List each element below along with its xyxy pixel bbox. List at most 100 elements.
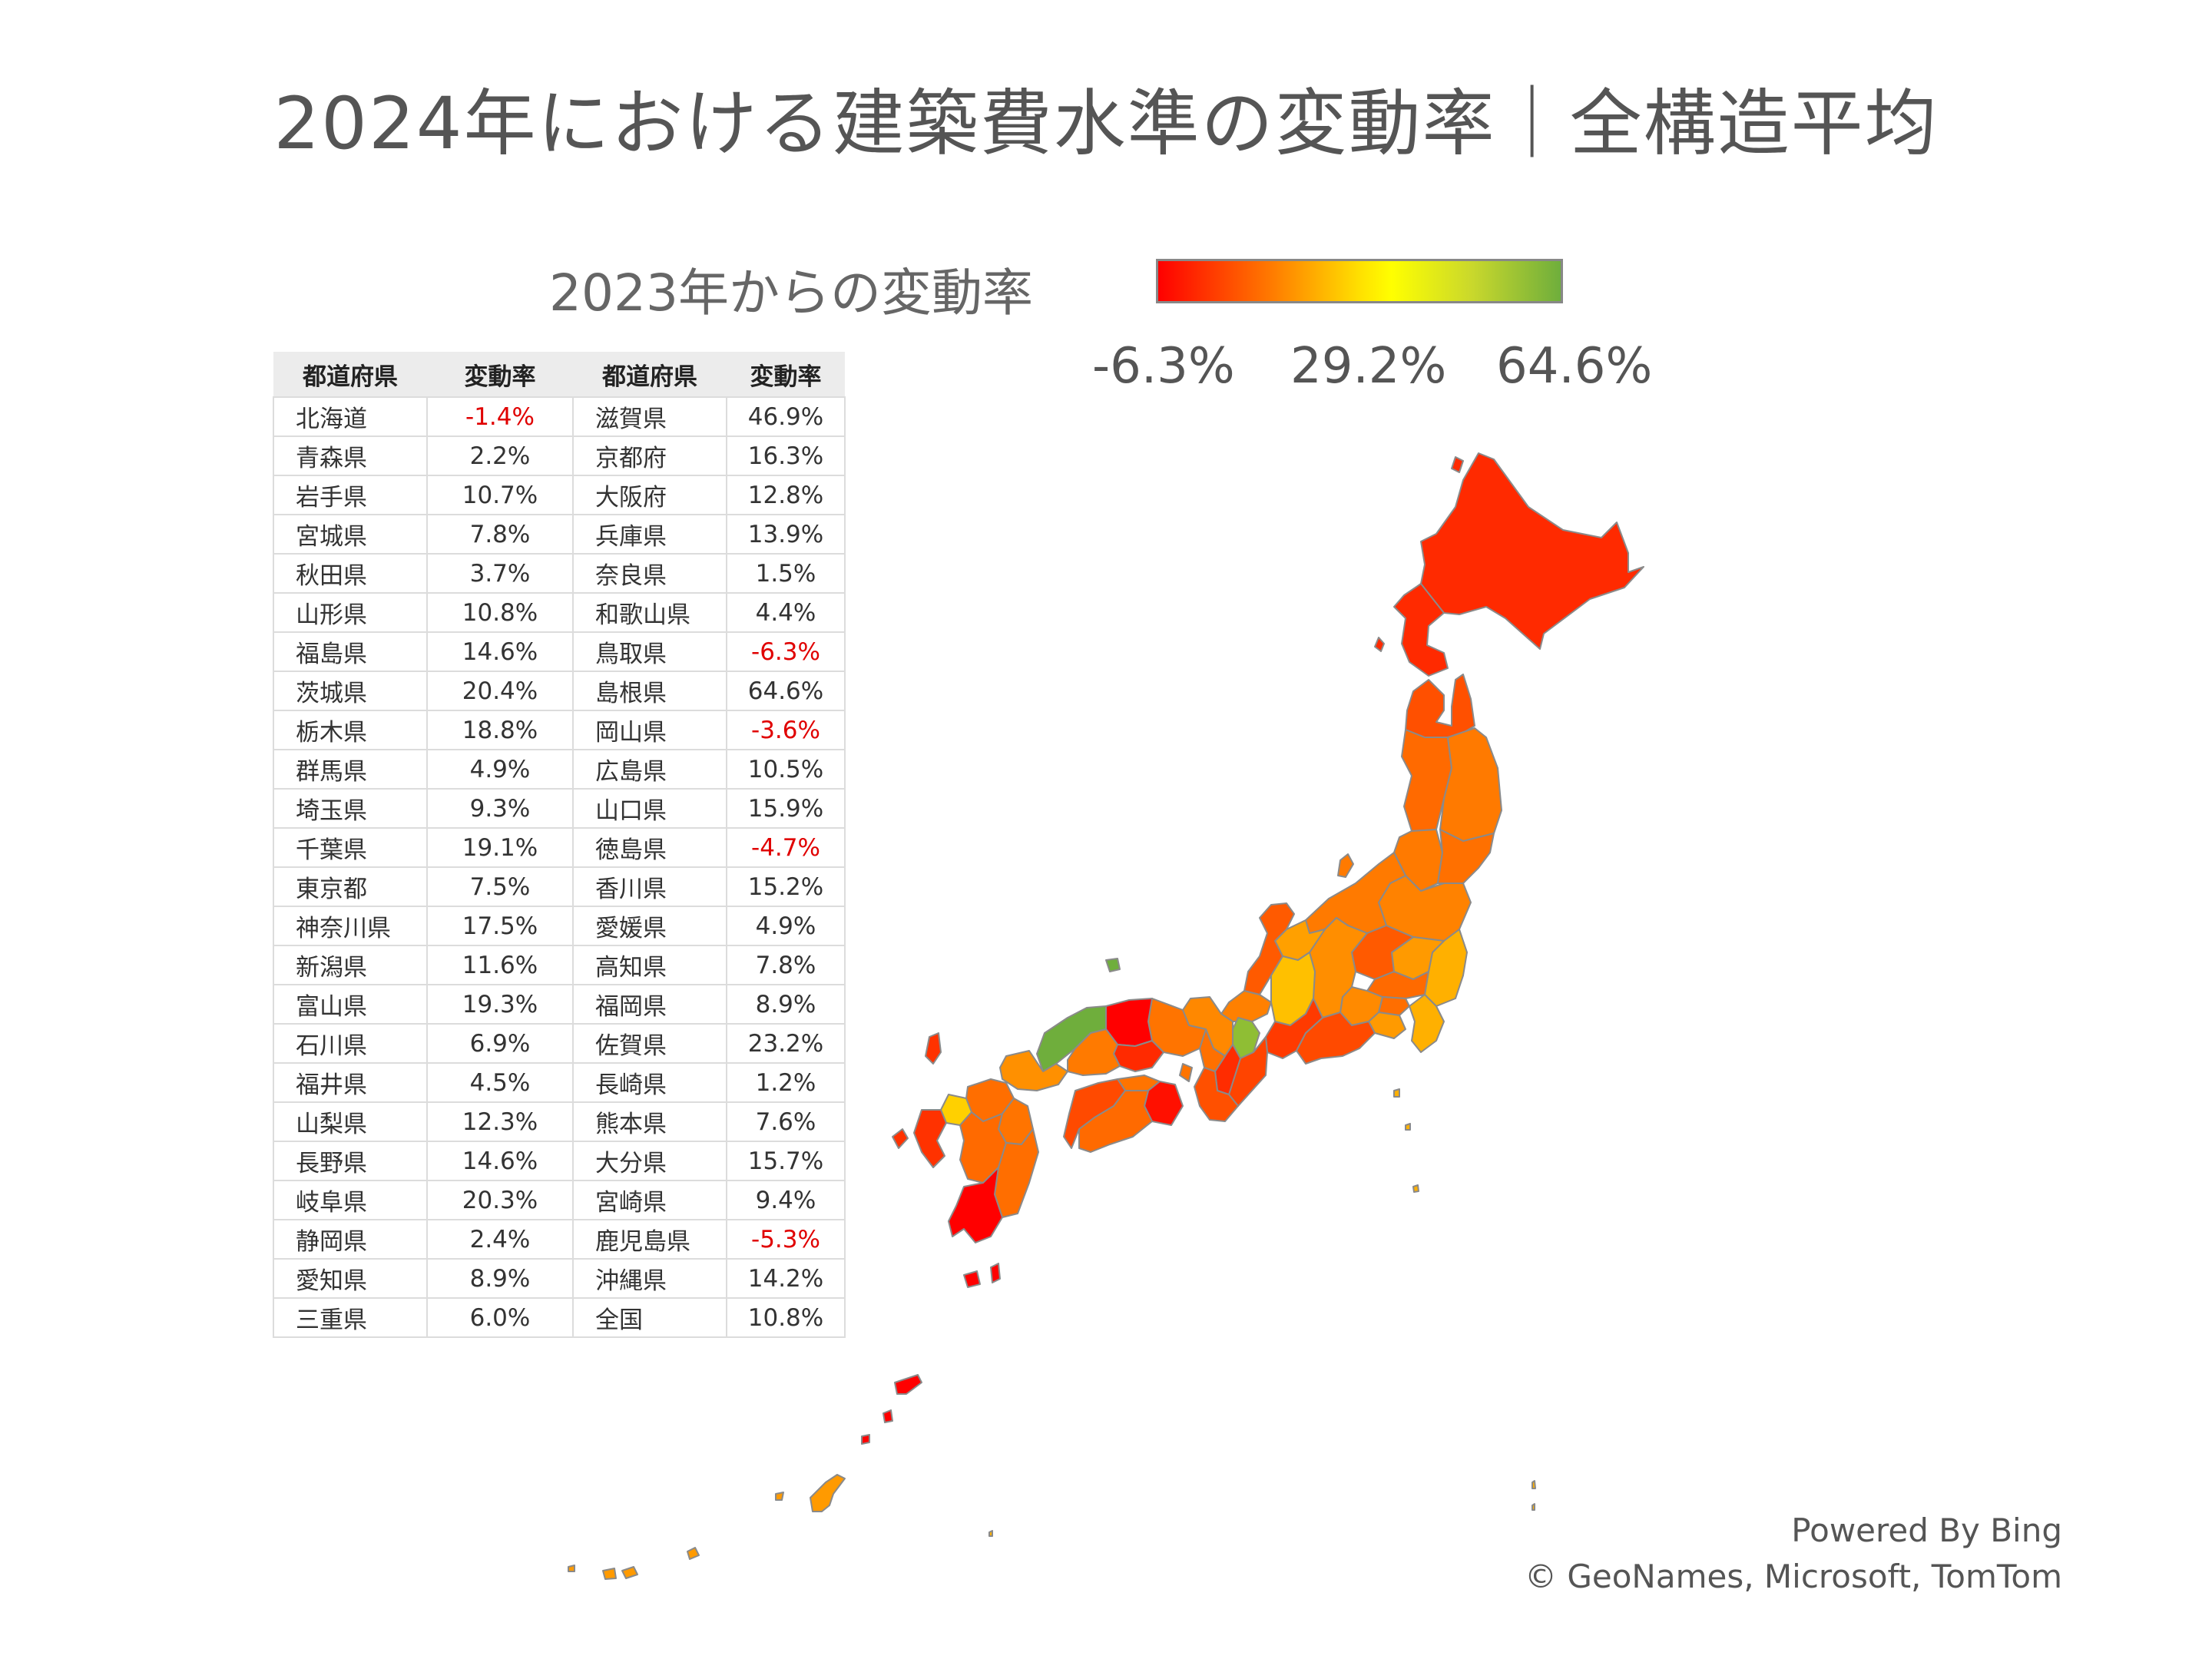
table-row: 福島県 14.6% 鳥取県 -6.3% <box>273 631 846 672</box>
island-amami <box>894 1374 922 1395</box>
region-iwate <box>1439 727 1502 842</box>
rate-value: 10.5% <box>726 749 846 790</box>
prefecture-name: 栃木県 <box>273 710 428 750</box>
region-miyagi <box>1437 829 1495 884</box>
rate-value: 2.2% <box>426 435 574 476</box>
rate-value: 20.3% <box>426 1180 574 1220</box>
region-kochi <box>1078 1090 1153 1153</box>
table-row: 岩手県 10.7% 大阪府 12.8% <box>273 475 846 515</box>
table-row: 青森県 2.2% 京都府 16.3% <box>273 435 846 476</box>
rate-value: 46.9% <box>726 396 846 437</box>
island-tsushima <box>925 1032 942 1065</box>
legend-label: 2023年からの変動率 <box>549 263 1033 323</box>
rate-value: 12.8% <box>726 475 846 515</box>
rate-value: 4.9% <box>726 906 846 946</box>
legend-max-value: 64.6% <box>1496 338 1653 395</box>
prefecture-name: 兵庫県 <box>572 514 727 555</box>
table-row: 富山県 19.3% 福岡県 8.9% <box>273 984 846 1025</box>
prefecture-name: 大分県 <box>572 1141 727 1181</box>
prefecture-name: 山口県 <box>572 788 727 829</box>
rate-value: 1.5% <box>726 553 846 594</box>
prefecture-name: 長野県 <box>273 1141 428 1181</box>
rate-value: -1.4% <box>426 396 574 437</box>
prefecture-name: 群馬県 <box>273 749 428 790</box>
prefecture-table: 都道府県 変動率 都道府県 変動率 北海道 -1.4% 滋賀県 46.9% 青森県 2.2… <box>273 352 846 1338</box>
prefecture-name: 静岡県 <box>273 1219 428 1260</box>
rate-value: 13.9% <box>726 514 846 555</box>
prefecture-name: 島根県 <box>572 671 727 711</box>
island-tanegashima <box>990 1263 1001 1283</box>
table-row: 宮城県 7.8% 兵庫県 13.9% <box>273 514 846 555</box>
prefecture-name: 京都府 <box>572 435 727 476</box>
prefecture-name: 北海道 <box>273 396 428 437</box>
rate-value: 16.3% <box>726 435 846 476</box>
prefecture-name: 香川県 <box>572 866 727 907</box>
region-hokkaido <box>1420 452 1644 650</box>
rate-value: 3.7% <box>426 553 574 594</box>
table-row: 群馬県 4.9% 広島県 10.5% <box>273 749 846 790</box>
rate-value: 14.6% <box>426 631 574 672</box>
island-miyako <box>687 1547 700 1560</box>
rate-value: -3.6% <box>726 710 846 750</box>
prefecture-name: 岐阜県 <box>273 1180 428 1220</box>
table-row: 石川県 6.9% 佐賀県 23.2% <box>273 1023 846 1064</box>
prefecture-name: 福岡県 <box>572 984 727 1025</box>
island-izu-1 <box>1393 1088 1400 1098</box>
prefecture-name: 千葉県 <box>273 827 428 868</box>
table-row: 愛知県 8.9% 沖縄県 14.2% <box>273 1258 846 1299</box>
prefecture-name: 岩手県 <box>273 475 428 515</box>
prefecture-name: 福島県 <box>273 631 428 672</box>
island-goto <box>892 1128 909 1149</box>
rate-value: 10.8% <box>726 1297 846 1338</box>
prefecture-name: 鹿児島県 <box>572 1219 727 1260</box>
prefecture-name: 石川県 <box>273 1023 428 1064</box>
island-okinoerabu <box>861 1434 870 1445</box>
rate-value: 17.5% <box>426 906 574 946</box>
rate-value: 64.6% <box>726 671 846 711</box>
rate-value: 4.9% <box>426 749 574 790</box>
region-aomori <box>1405 674 1475 738</box>
prefecture-name: 埼玉県 <box>273 788 428 829</box>
prefecture-name: 茨城県 <box>273 671 428 711</box>
region-fukui <box>1220 990 1272 1022</box>
header-prefecture-1: 都道府県 <box>273 352 427 397</box>
rate-value: 23.2% <box>726 1023 846 1064</box>
rate-value: 2.4% <box>426 1219 574 1260</box>
legend-mid-value: 29.2% <box>1290 338 1447 395</box>
rate-value: 7.6% <box>726 1101 846 1142</box>
rate-value: 19.3% <box>426 984 574 1025</box>
rate-value: 7.8% <box>426 514 574 555</box>
rate-value: 1.2% <box>726 1062 846 1103</box>
prefecture-name: 徳島県 <box>572 827 727 868</box>
prefecture-name: 鳥取県 <box>572 631 727 672</box>
prefecture-name: 福井県 <box>273 1062 428 1103</box>
rate-value: 8.9% <box>726 984 846 1025</box>
table-row: 岐阜県 20.3% 宮崎県 9.4% <box>273 1180 846 1220</box>
table-row: 埼玉県 9.3% 山口県 15.9% <box>273 788 846 829</box>
region-hokkaido-south <box>1393 583 1449 677</box>
region-yamaguchi <box>999 1050 1068 1091</box>
table-row: 茨城県 20.4% 島根県 64.6% <box>273 671 846 711</box>
rate-value: 14.6% <box>426 1141 574 1181</box>
region-okinawa <box>810 1474 846 1512</box>
rate-value: 8.9% <box>426 1258 574 1299</box>
region-wakayama <box>1194 1067 1239 1122</box>
rate-value: 6.9% <box>426 1023 574 1064</box>
prefecture-name: 新潟県 <box>273 945 428 985</box>
rate-value: 7.8% <box>726 945 846 985</box>
rate-value: 7.5% <box>426 866 574 907</box>
rate-value: 15.7% <box>726 1141 846 1181</box>
prefecture-name: 広島県 <box>572 749 727 790</box>
prefecture-name: 青森県 <box>273 435 428 476</box>
prefecture-name: 愛媛県 <box>572 906 727 946</box>
island-sado <box>1337 853 1354 878</box>
table-row: 福井県 4.5% 長崎県 1.2% <box>273 1062 846 1103</box>
island-yonaguni <box>568 1565 575 1572</box>
prefecture-name: 全国 <box>572 1297 727 1338</box>
island-oki <box>1105 958 1121 972</box>
rate-value: 20.4% <box>426 671 574 711</box>
prefecture-name: 佐賀県 <box>572 1023 727 1064</box>
rate-value: -4.7% <box>726 827 846 868</box>
table-row: 三重県 6.0% 全国 10.8% <box>273 1297 846 1338</box>
island-yakushima <box>963 1270 981 1288</box>
